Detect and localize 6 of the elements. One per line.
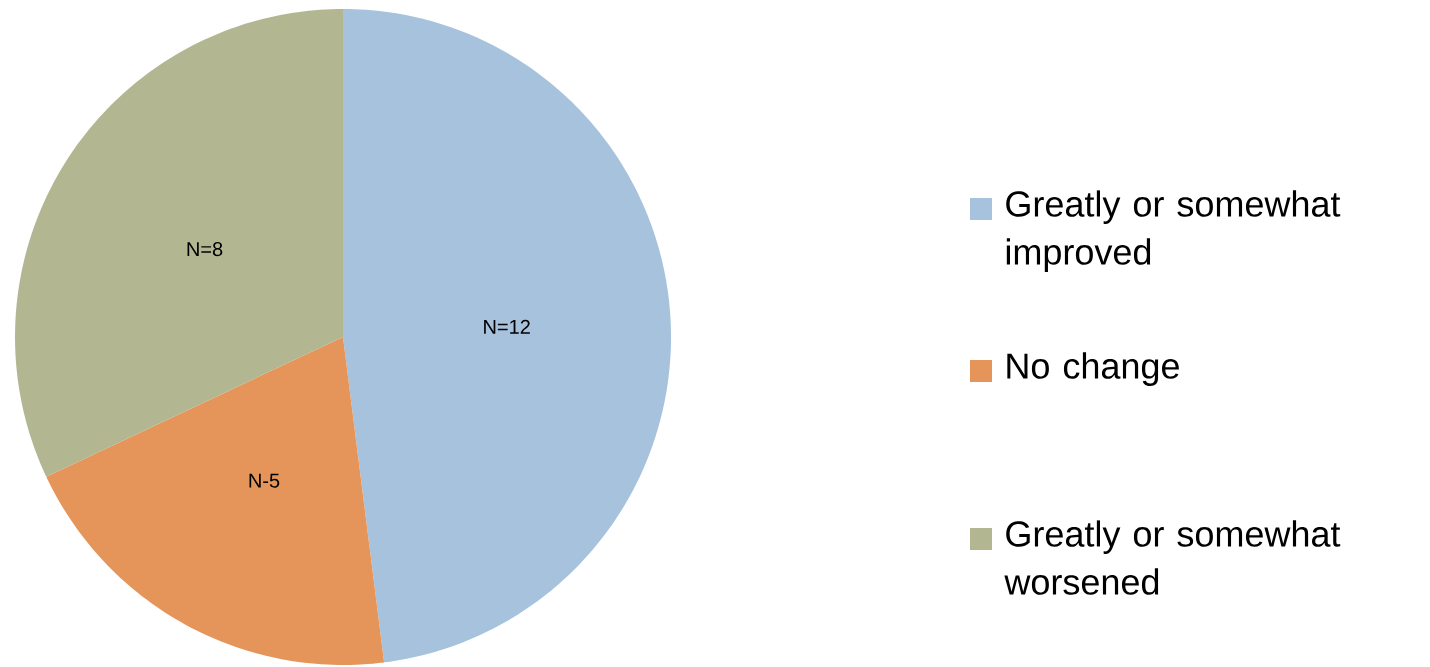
legend-label: Greatly or somewhat worsened	[1004, 520, 1341, 595]
legend-label: No change	[1007, 352, 1179, 386]
data-label: N=8	[187, 242, 223, 257]
data-label: N-5	[249, 473, 280, 488]
data-label: N=12	[484, 319, 530, 334]
legend-label: Greatly or somewhat improved	[1006, 190, 1341, 272]
